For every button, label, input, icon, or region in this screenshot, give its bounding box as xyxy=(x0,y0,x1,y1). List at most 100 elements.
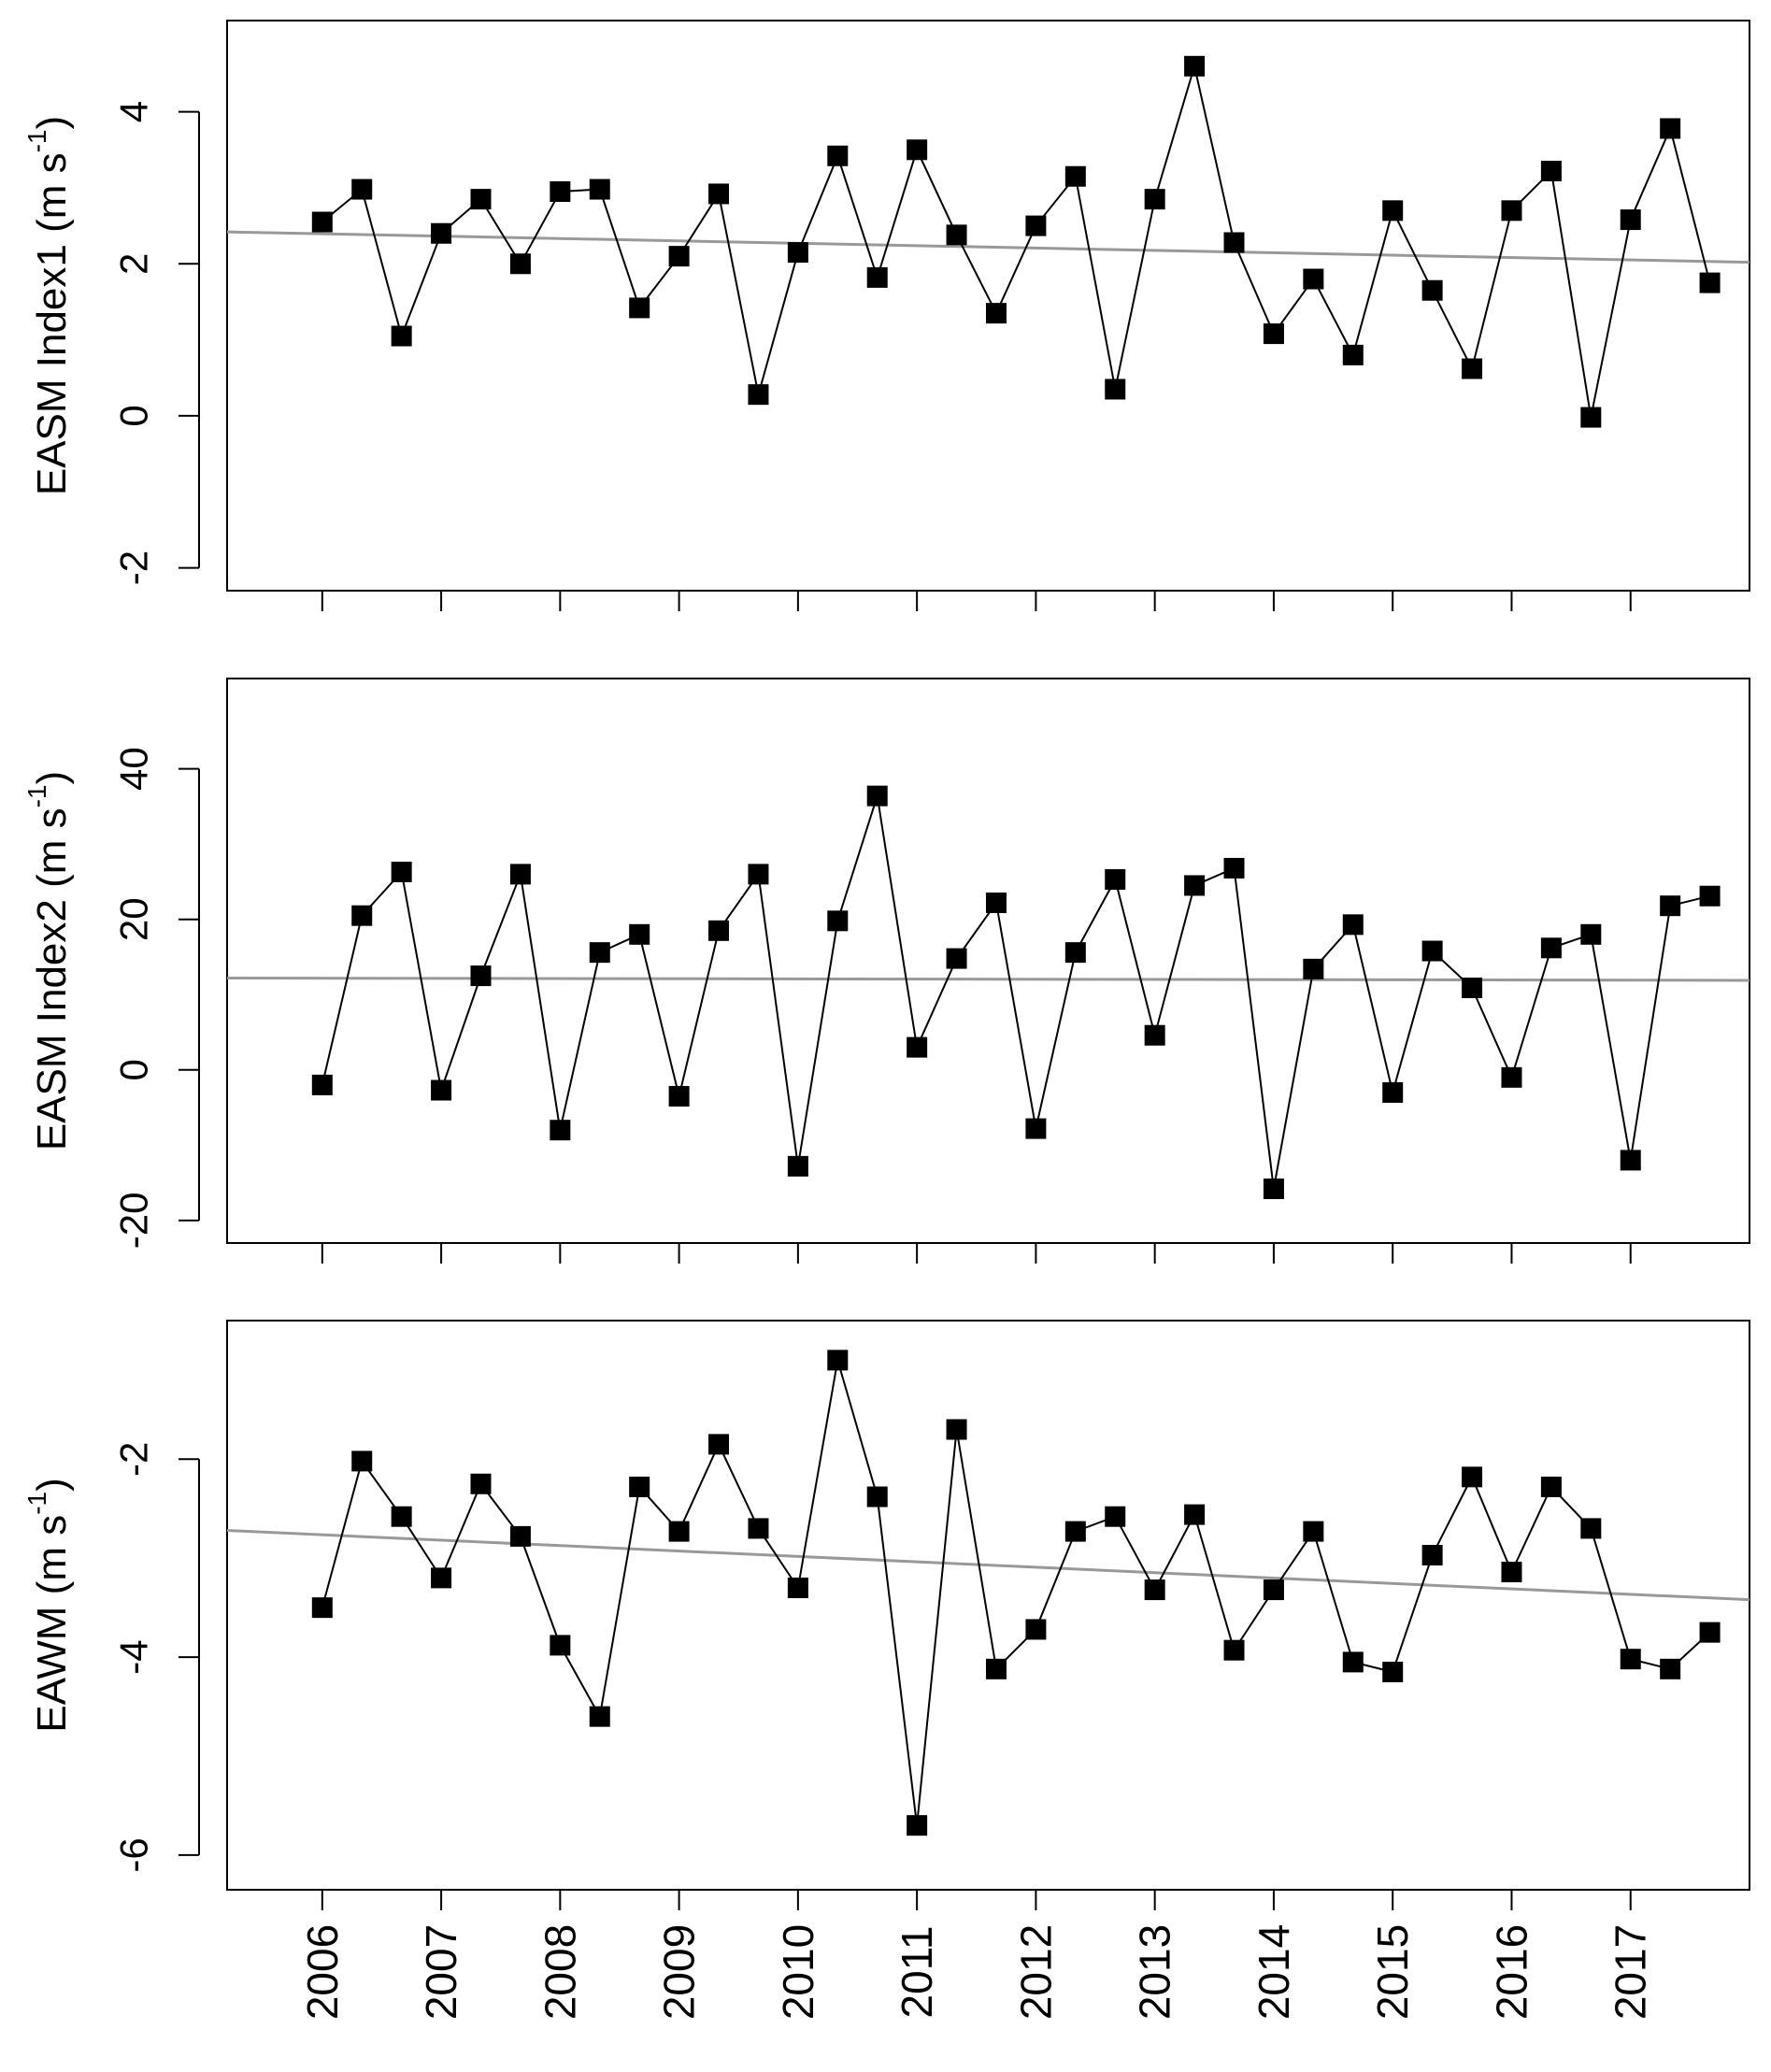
data-point xyxy=(1105,1506,1126,1527)
data-point xyxy=(1263,1579,1284,1601)
x-tick-label-2015: 2015 xyxy=(1368,1924,1417,2020)
trend-line xyxy=(226,1529,1750,1602)
data-point xyxy=(1620,209,1641,231)
y-axis-title-superscript: -1 xyxy=(22,784,51,807)
data-point xyxy=(1540,1476,1562,1497)
data-point xyxy=(431,222,452,244)
data-point xyxy=(1025,1118,1047,1139)
data-point xyxy=(1144,189,1165,210)
data-point xyxy=(866,785,888,807)
y-tick-label: 40 xyxy=(112,747,156,791)
data-point xyxy=(1184,1504,1206,1525)
data-point xyxy=(629,923,650,945)
data-point xyxy=(748,864,769,885)
data-point xyxy=(1025,215,1047,236)
data-point xyxy=(509,253,531,275)
data-point xyxy=(1540,161,1562,182)
y-tick-label: -2 xyxy=(112,550,156,585)
x-tick-label-2008: 2008 xyxy=(536,1924,584,2020)
x-axis-ticks xyxy=(321,1243,1632,1264)
y-axis: -20 0 20 40 xyxy=(112,747,200,1249)
data-point xyxy=(1144,1579,1165,1601)
data-point xyxy=(1184,55,1206,77)
data-point xyxy=(1184,875,1206,896)
data-point xyxy=(1342,914,1364,936)
data-point xyxy=(1699,272,1721,293)
data-point xyxy=(1144,1024,1165,1046)
y-axis-title-close: ) xyxy=(29,116,75,130)
data-point xyxy=(431,1567,452,1589)
data-point xyxy=(946,224,967,246)
data-point xyxy=(946,948,967,969)
x-tick-label-2016: 2016 xyxy=(1487,1924,1535,2020)
data-point xyxy=(1223,232,1245,253)
data-point xyxy=(509,1525,531,1547)
trend-line xyxy=(226,977,1750,982)
x-axis-ticks xyxy=(321,1890,1632,1910)
data-point xyxy=(550,1635,571,1656)
data-point xyxy=(787,242,808,264)
data-point xyxy=(470,189,492,210)
data-point xyxy=(550,181,571,202)
y-axis: -2 0 2 4 xyxy=(112,101,200,585)
data-point xyxy=(1501,200,1522,221)
y-axis-title-superscript: -1 xyxy=(22,1492,51,1515)
y-axis-title-main: EASM Index1 (m s xyxy=(29,152,75,495)
data-point xyxy=(946,1419,967,1440)
y-axis: -6 -4 -2 xyxy=(112,1442,200,1873)
data-point xyxy=(1421,1545,1443,1566)
data-point xyxy=(589,942,610,964)
data-point xyxy=(1421,279,1443,301)
data-point xyxy=(1064,165,1086,187)
data-point xyxy=(311,211,333,233)
data-point xyxy=(351,905,373,926)
data-point xyxy=(431,1079,452,1101)
data-point xyxy=(668,246,690,267)
data-point xyxy=(1462,358,1483,379)
data-point xyxy=(668,1085,690,1107)
x-tick-label-2017: 2017 xyxy=(1607,1924,1655,2020)
data-point xyxy=(589,179,610,200)
data-point xyxy=(1699,885,1721,907)
data-point xyxy=(1421,940,1443,962)
y-axis-title: EAWM (m s-1) xyxy=(22,1478,75,1733)
data-point xyxy=(1699,1622,1721,1643)
x-axis-year-labels: 2006 2007 2008 2009 2010 2011 2012 2013 2014 2015… xyxy=(298,1924,1655,2020)
data-point xyxy=(748,384,769,406)
data-point xyxy=(1462,977,1483,998)
data-point xyxy=(787,1155,808,1177)
data-point xyxy=(1620,1649,1641,1670)
data-point xyxy=(1303,958,1324,979)
x-tick-label-2014: 2014 xyxy=(1250,1924,1298,2020)
series-line xyxy=(321,1360,1711,1826)
data-point xyxy=(1540,937,1562,959)
x-tick-label-2013: 2013 xyxy=(1131,1924,1179,2020)
y-tick-label: 2 xyxy=(112,253,156,275)
data-point xyxy=(470,1473,492,1494)
x-tick-label-2007: 2007 xyxy=(417,1924,465,2020)
data-point xyxy=(827,1350,849,1371)
data-point xyxy=(985,1658,1007,1679)
trend-line xyxy=(226,230,1750,264)
data-point xyxy=(1501,1066,1522,1088)
data-point xyxy=(1660,118,1681,139)
data-point xyxy=(1223,1639,1245,1661)
y-axis-title-main: EASM Index2 (m s xyxy=(29,807,75,1150)
data-point xyxy=(907,1815,928,1836)
data-point xyxy=(985,303,1007,324)
y-axis-title: EASM Index2 (m s-1) xyxy=(22,771,75,1150)
series-line xyxy=(321,62,1711,418)
y-tick-label: 0 xyxy=(112,1059,156,1080)
data-point xyxy=(866,1486,888,1508)
data-point xyxy=(1382,1661,1404,1682)
y-tick-label: -6 xyxy=(112,1837,156,1872)
data-point xyxy=(311,1074,333,1095)
data-point xyxy=(629,297,650,319)
plot-frame xyxy=(226,1320,1750,1891)
y-tick-label: -20 xyxy=(112,1192,156,1249)
y-tick-label: 20 xyxy=(112,897,156,941)
data-point xyxy=(629,1476,650,1497)
x-axis-ticks xyxy=(321,591,1632,611)
data-point xyxy=(1342,1651,1364,1673)
